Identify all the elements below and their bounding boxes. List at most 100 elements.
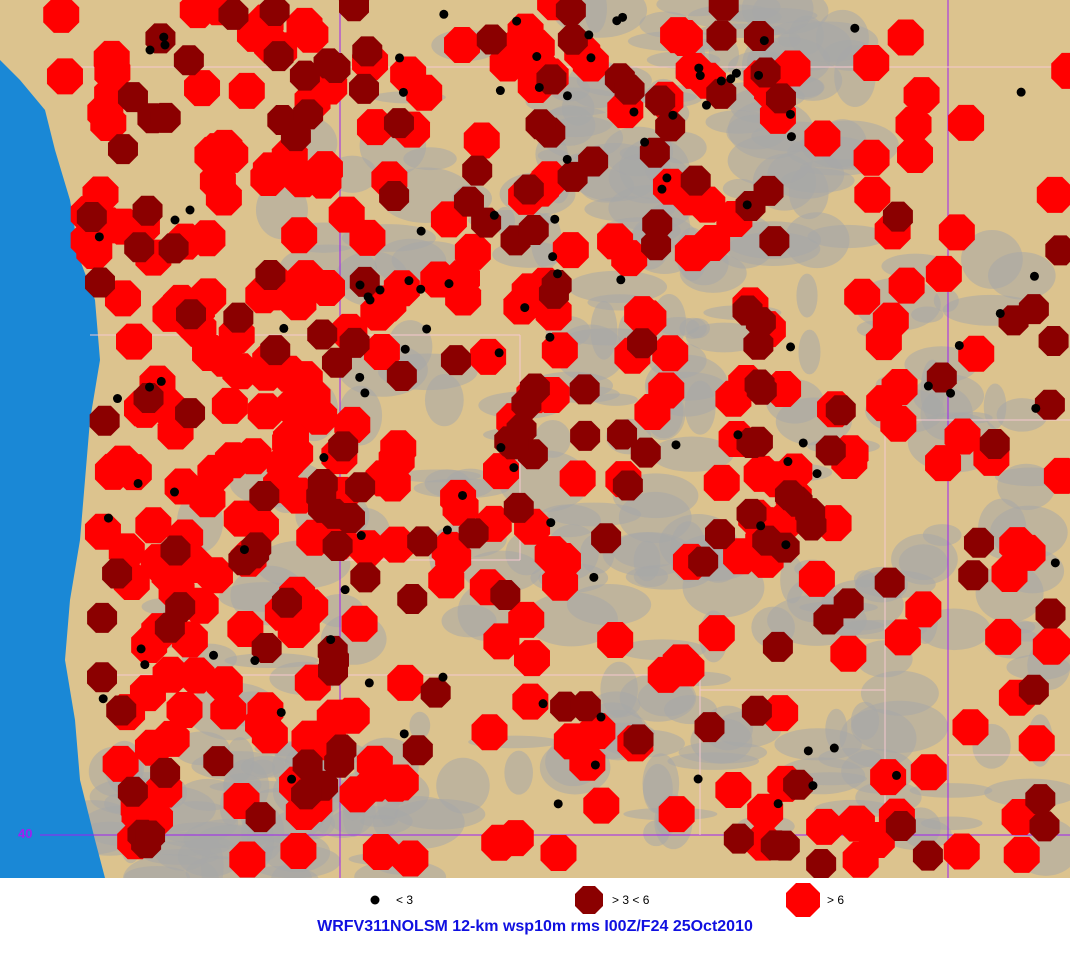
station-marker-low: [695, 71, 705, 81]
station-marker-low: [726, 74, 736, 84]
station-marker-mid: [688, 546, 719, 577]
station-marker-high: [349, 219, 386, 256]
station-marker-high: [280, 284, 317, 321]
station-marker-high: [895, 106, 932, 143]
station-marker-mid: [1018, 674, 1049, 705]
station-marker-high: [804, 120, 841, 157]
station-marker-high: [743, 455, 780, 492]
terrain-patch: [796, 273, 818, 318]
station-marker-mid: [783, 769, 814, 800]
station-marker-low: [1016, 87, 1026, 97]
station-marker-high: [694, 224, 731, 261]
station-marker-mid: [260, 335, 291, 366]
station-marker-mid: [349, 266, 380, 297]
station-marker-high: [247, 393, 284, 430]
station-marker-high: [806, 808, 843, 845]
station-marker-high: [542, 564, 579, 601]
station-marker-mid: [578, 146, 609, 177]
station-marker-high: [363, 334, 400, 371]
station-marker-mid: [352, 36, 383, 67]
station-marker-low: [812, 469, 822, 479]
station-marker-high: [392, 840, 429, 877]
station-marker-high: [559, 460, 596, 497]
station-marker-mid: [87, 602, 118, 633]
station-marker-low: [364, 678, 374, 688]
station-marker-mid: [124, 232, 155, 263]
station-marker-mid: [518, 214, 549, 245]
station-marker-low: [442, 525, 452, 535]
station-marker-mid: [379, 180, 410, 211]
station-marker-high: [328, 196, 365, 233]
station-marker-mid: [328, 431, 359, 462]
station-marker-mid: [704, 519, 735, 550]
station-marker-low: [759, 36, 769, 46]
station-marker-mid: [557, 24, 588, 55]
station-marker-high: [286, 361, 323, 398]
terrain-patch: [911, 306, 944, 323]
station-marker-mid: [912, 840, 943, 871]
station-marker-low: [562, 154, 572, 164]
station-marker-low: [808, 781, 818, 791]
station-marker-high: [210, 693, 247, 730]
station-marker-mid: [339, 327, 370, 358]
station-marker-high: [647, 656, 684, 693]
terrain-patch: [850, 700, 949, 753]
station-marker-low: [170, 215, 180, 225]
station-marker-low: [416, 226, 426, 236]
station-marker-low: [733, 430, 743, 440]
station-marker-high: [497, 820, 534, 857]
station-marker-low: [1031, 403, 1041, 413]
terrain-patch: [679, 317, 707, 339]
station-marker-high: [866, 385, 903, 422]
station-marker-high: [1034, 628, 1070, 665]
station-marker-low: [355, 280, 365, 290]
station-marker-high: [910, 754, 947, 791]
station-marker-low: [798, 438, 808, 448]
station-marker-mid: [440, 345, 471, 376]
station-marker-low: [657, 184, 667, 194]
station-marker-high: [280, 833, 317, 870]
station-marker-high: [229, 841, 266, 878]
station-marker-high: [958, 335, 995, 372]
station-marker-mid: [1018, 294, 1049, 325]
station-marker-mid: [570, 691, 601, 722]
station-marker-high: [390, 56, 427, 93]
station-marker-mid: [160, 535, 191, 566]
station-marker-mid: [958, 560, 989, 591]
station-marker-low: [438, 672, 448, 682]
station-marker-mid: [150, 102, 181, 133]
station-marker-mid: [570, 420, 601, 451]
station-marker-high: [715, 380, 752, 417]
station-marker-low: [520, 303, 530, 313]
station-marker-mid: [320, 52, 351, 83]
station-marker-mid: [979, 429, 1010, 460]
station-marker-high: [985, 618, 1022, 655]
station-marker-mid: [607, 419, 638, 450]
station-marker-low: [509, 463, 519, 473]
station-marker-mid: [525, 109, 556, 140]
station-marker-low: [1029, 271, 1039, 281]
station-marker-high: [281, 217, 318, 254]
station-marker-low: [756, 521, 766, 531]
station-marker-mid: [350, 562, 381, 593]
station-marker-mid: [271, 587, 302, 618]
station-marker-low: [439, 9, 449, 19]
station-marker-low: [287, 774, 297, 784]
station-marker-low: [279, 323, 289, 333]
station-marker-mid: [743, 329, 774, 360]
station-marker-mid: [627, 328, 658, 359]
station-marker-low: [553, 269, 563, 279]
station-marker-mid: [255, 259, 286, 290]
station-marker-mid: [736, 428, 767, 459]
station-marker-low: [731, 68, 741, 78]
station-marker-high: [153, 720, 190, 757]
station-marker-mid: [885, 810, 916, 841]
terrain-patch: [409, 711, 431, 740]
station-marker-high: [378, 526, 415, 563]
station-marker-high: [362, 834, 399, 871]
station-marker-mid: [133, 382, 164, 413]
station-marker-mid: [218, 0, 249, 30]
station-marker-low: [803, 746, 813, 756]
station-marker-high: [235, 438, 272, 475]
station-marker-high: [272, 421, 309, 458]
